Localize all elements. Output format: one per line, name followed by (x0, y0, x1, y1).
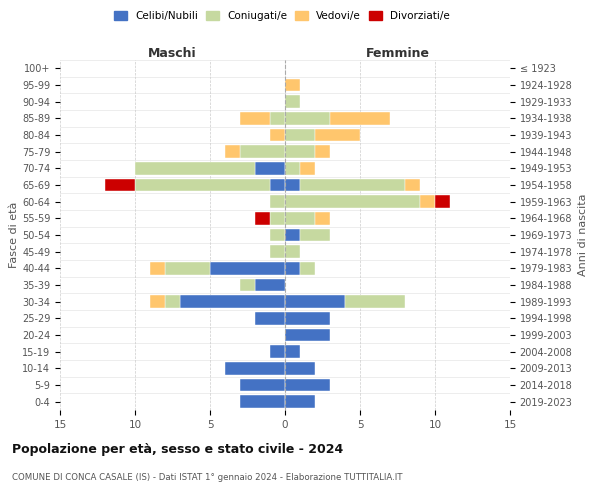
Bar (135, 179, 270, 192)
Bar (240, 396, 285, 408)
Bar (165, 262, 210, 274)
Bar (300, 229, 330, 241)
Bar (315, 212, 330, 224)
Bar (150, 262, 165, 274)
Text: COMUNE DI CONCA CASALE (IS) - Dati ISTAT 1° gennaio 2024 - Elaborazione TUTTITAL: COMUNE DI CONCA CASALE (IS) - Dati ISTAT… (12, 472, 403, 482)
Bar (270, 196, 285, 208)
Bar (270, 246, 285, 258)
Bar (285, 296, 345, 308)
Bar (255, 279, 285, 291)
Bar (285, 96, 300, 108)
Bar (285, 229, 300, 241)
Text: Femmine: Femmine (365, 47, 430, 60)
Bar (285, 146, 315, 158)
Bar (255, 312, 285, 324)
Bar (180, 296, 285, 308)
Bar (285, 129, 315, 141)
Bar (435, 196, 450, 208)
Bar (285, 112, 330, 124)
Bar (270, 229, 285, 241)
Bar (165, 296, 180, 308)
Bar (420, 196, 435, 208)
Bar (225, 362, 285, 374)
Bar (285, 179, 300, 192)
Bar (270, 179, 285, 192)
Bar (240, 279, 255, 291)
Bar (330, 112, 390, 124)
Bar (225, 146, 240, 158)
Bar (240, 146, 285, 158)
Bar (255, 212, 270, 224)
Bar (300, 179, 405, 192)
Legend: Celibi/Nubili, Coniugati/e, Vedovi/e, Divorziati/e: Celibi/Nubili, Coniugati/e, Vedovi/e, Di… (111, 8, 453, 24)
Bar (285, 79, 300, 92)
Bar (285, 379, 330, 391)
Bar (285, 346, 300, 358)
Bar (285, 262, 300, 274)
Bar (405, 179, 420, 192)
Bar (135, 162, 255, 174)
Bar (270, 112, 285, 124)
Bar (270, 346, 285, 358)
Text: Maschi: Maschi (148, 47, 197, 60)
Bar (285, 312, 330, 324)
Bar (255, 162, 285, 174)
Bar (240, 379, 285, 391)
Bar (210, 262, 285, 274)
Bar (300, 262, 315, 274)
Bar (240, 112, 270, 124)
Y-axis label: Anni di nascita: Anni di nascita (578, 194, 588, 276)
Bar (300, 162, 315, 174)
Y-axis label: Fasce di età: Fasce di età (9, 202, 19, 268)
Bar (150, 296, 165, 308)
Bar (270, 129, 285, 141)
Bar (285, 162, 300, 174)
Bar (315, 129, 360, 141)
Bar (345, 296, 405, 308)
Bar (270, 212, 285, 224)
Bar (315, 146, 330, 158)
Bar (285, 362, 315, 374)
Bar (105, 179, 135, 192)
Bar (285, 329, 330, 341)
Bar (285, 246, 300, 258)
Bar (285, 396, 315, 408)
Bar (285, 196, 420, 208)
Bar (285, 212, 315, 224)
Text: Popolazione per età, sesso e stato civile - 2024: Popolazione per età, sesso e stato civil… (12, 442, 343, 456)
